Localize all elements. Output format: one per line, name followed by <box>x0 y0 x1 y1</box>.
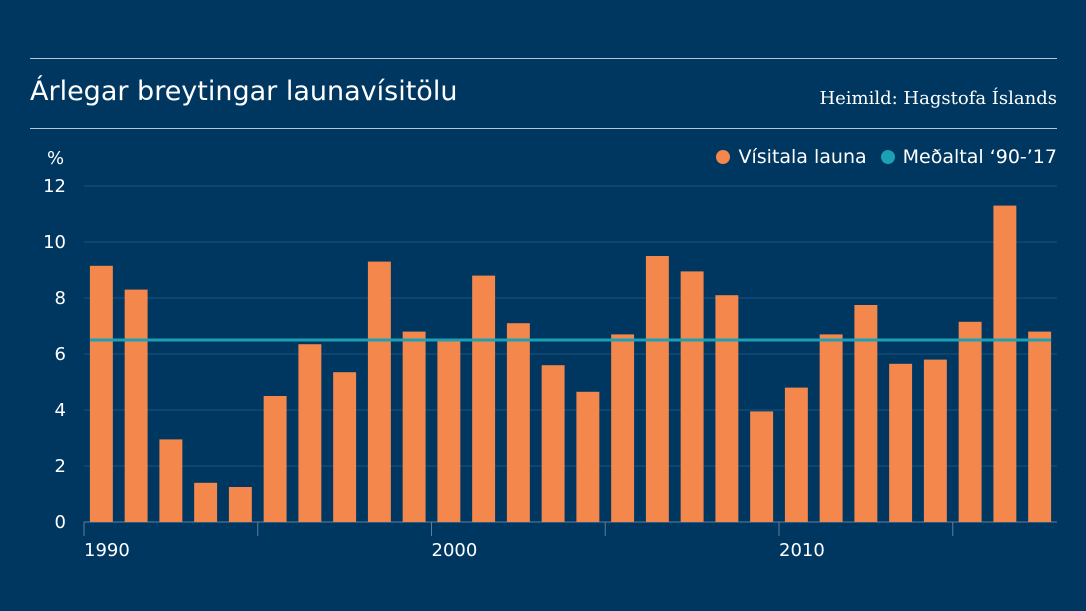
bar-2010 <box>784 387 808 522</box>
y-tick-label: 10 <box>43 232 66 253</box>
bar-2003 <box>541 365 565 522</box>
source-label: Heimild: Hagstofa Íslands <box>819 88 1057 109</box>
bar-1998 <box>367 261 391 522</box>
bar-2013 <box>889 363 913 522</box>
bars <box>89 205 1052 522</box>
y-tick-label: 6 <box>55 344 66 365</box>
bar-2000 <box>437 338 461 522</box>
legend-item-average: Meðaltal ‘90-’17 <box>880 146 1057 168</box>
bar-2004 <box>576 391 600 522</box>
bar-2009 <box>750 411 774 522</box>
legend-dot-icon <box>880 150 895 164</box>
bar-2007 <box>680 271 704 522</box>
legend: Vísitala launa Meðaltal ‘90-’17 <box>702 146 1057 168</box>
legend-label: Vísitala launa <box>738 146 867 168</box>
x-axis: 1990 2000 2010 <box>83 522 954 561</box>
top-rule <box>30 58 1057 59</box>
x-tick-label: 2000 <box>432 540 478 561</box>
bar-1993 <box>194 482 218 522</box>
bar-2008 <box>715 295 739 522</box>
bar-1999 <box>402 331 426 522</box>
bar-1994 <box>228 487 252 522</box>
legend-label: Meðaltal ‘90-’17 <box>902 146 1057 168</box>
legend-item-wage-index: Vísitala launa <box>716 146 867 168</box>
x-tick-label: 2010 <box>779 540 825 561</box>
y-tick-label: 2 <box>55 456 66 477</box>
bar-2011 <box>819 334 843 522</box>
bar-2016 <box>993 205 1017 522</box>
bar-2006 <box>645 256 669 522</box>
bar-1990 <box>89 265 113 522</box>
bar-1991 <box>124 289 148 522</box>
bar-1992 <box>159 439 183 522</box>
legend-dot-icon <box>716 150 731 164</box>
bar-2012 <box>854 305 878 522</box>
y-tick-label: 4 <box>55 400 66 421</box>
x-tick-label: 1990 <box>84 540 130 561</box>
bar-2014 <box>923 359 947 522</box>
y-tick-label: 0 <box>55 512 66 533</box>
y-unit-label: % <box>47 148 64 169</box>
y-tick-label: 12 <box>43 176 66 197</box>
bar-2015 <box>958 321 982 522</box>
bar-1995 <box>263 396 287 522</box>
chart-title: Árlegar breytingar launavísitölu <box>30 76 458 107</box>
y-axis-labels: 0 2 4 6 8 10 12 <box>43 176 66 533</box>
bar-2002 <box>506 323 530 522</box>
title-rule <box>30 128 1057 129</box>
bar-2005 <box>611 334 635 522</box>
bar-1997 <box>333 372 357 522</box>
bar-2001 <box>472 275 496 522</box>
bar-2017 <box>1028 331 1052 522</box>
bar-1996 <box>298 344 322 522</box>
y-tick-label: 8 <box>55 288 66 309</box>
